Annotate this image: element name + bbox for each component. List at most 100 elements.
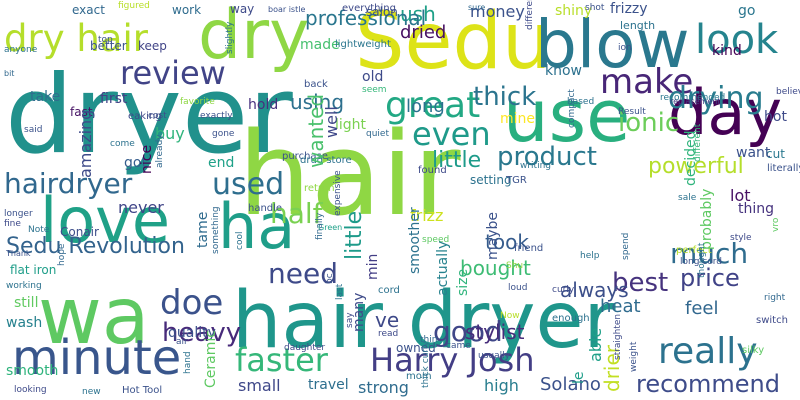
cloud-word: silky [742,345,765,356]
cloud-word: Conair [60,225,99,239]
cloud-word: tame [195,211,211,248]
cloud-word: style [730,233,752,243]
cloud-word: frizzy [610,1,648,17]
cloud-word: loud [508,283,528,293]
cloud-word: slightly [225,21,235,54]
cloud-word: already [155,134,165,168]
cloud-word: size [455,268,471,296]
cloud-word: salon [366,5,398,19]
cloud-word: need [268,257,338,290]
cloud-word: drug store [300,155,352,166]
cloud-word: long cord [680,257,722,267]
cloud-word: thing [738,201,775,217]
cloud-word: top [98,35,113,45]
cloud-word: even [412,115,491,153]
cloud-word: heat [600,296,641,317]
cloud-word: longer [4,209,33,219]
cloud-word: length [620,19,656,32]
cloud-word: little [342,210,367,260]
cloud-word: review [120,54,226,92]
cloud-word: fine [4,219,21,229]
cloud-word: say [345,312,355,328]
cloud-word: hope [57,243,67,266]
cloud-word: hot [764,109,787,125]
cloud-word: dry hair [4,17,148,60]
cloud-word: thin [420,335,438,345]
cloud-word: heavy [162,318,242,348]
cloud-word: mom [406,371,432,382]
cloud-word: return [304,183,335,194]
cloud-word: friend [514,243,544,254]
cloud-word: end [208,155,235,171]
cloud-word: cut [766,147,785,161]
cloud-word: recommended [660,93,726,103]
cloud-word: look [695,17,779,63]
cloud-word: curly [552,285,575,295]
cloud-word: found [418,165,447,176]
cloud-word: owned [396,341,436,355]
cloud-word: came [446,341,471,351]
cloud-word: switch [756,315,788,326]
cloud-word: min [365,253,381,280]
cloud-word: shiny [555,3,593,19]
cloud-word: hairdryer [4,167,133,200]
cloud-word: seem [362,85,387,95]
cloud-word: minute [12,330,182,386]
cloud-word: literally [767,163,800,174]
cloud-word: travel [308,377,349,393]
cloud-word: drying [668,81,764,116]
cloud-word: exactly [200,111,233,121]
cloud-word: Sedu [355,0,552,87]
cloud-word: way [230,2,255,16]
cloud-word: enough [552,313,590,324]
cloud-word: different [693,123,703,162]
cloud-word: bc [325,273,335,284]
cloud-word: better [90,39,127,53]
cloud-word: much [670,237,749,270]
cloud-word: weight [629,341,639,372]
cloud-word: price [680,264,740,292]
cloud-word: Ceramic [203,330,219,388]
cloud-word: want [736,145,771,161]
cloud-word: compact [567,89,577,128]
cloud-word: light [335,117,367,133]
cloud-word: looking [14,385,47,395]
cloud-word: replacement [670,97,721,106]
cloud-word: help [580,251,600,261]
cloud-word: old [362,69,384,85]
cloud-word: thought [697,242,707,278]
cloud-word: Shu [506,261,524,271]
cloud-word: great [385,85,481,126]
cloud-word: mine [500,111,536,127]
cloud-word: take [30,89,61,105]
cloud-word: make [600,62,694,102]
cloud-word: cost [148,111,167,121]
cloud-word: last [335,283,345,300]
cloud-word: blow [535,6,690,83]
cloud-word: little [432,148,482,173]
cloud-word: anyone [4,45,38,55]
cloud-word: air [176,337,188,347]
cloud-word: buy [155,124,185,143]
cloud-word: come [110,139,135,149]
cloud-word: always [560,278,629,302]
cloud-word: took [485,230,529,254]
cloud-word: money [470,2,525,21]
cloud-word: Sedu Revolution [6,234,185,259]
cloud-word: eaking [128,111,162,122]
cloud-word: lightweight [335,39,391,50]
cloud-word: smoother [407,207,423,274]
cloud-word: exact [72,3,105,17]
cloud-word: good [433,315,503,348]
cloud-word: probably [699,188,715,250]
cloud-word: frizz [410,206,444,225]
cloud-word: amazing [76,109,95,178]
cloud-word: Now [500,311,520,321]
cloud-word: dry [198,0,310,75]
cloud-word: figured [118,1,150,11]
cloud-word: bought [460,256,531,280]
cloud-word: ush [400,2,436,26]
cloud-word: something [211,206,221,254]
cloud-word: believe [776,87,800,97]
